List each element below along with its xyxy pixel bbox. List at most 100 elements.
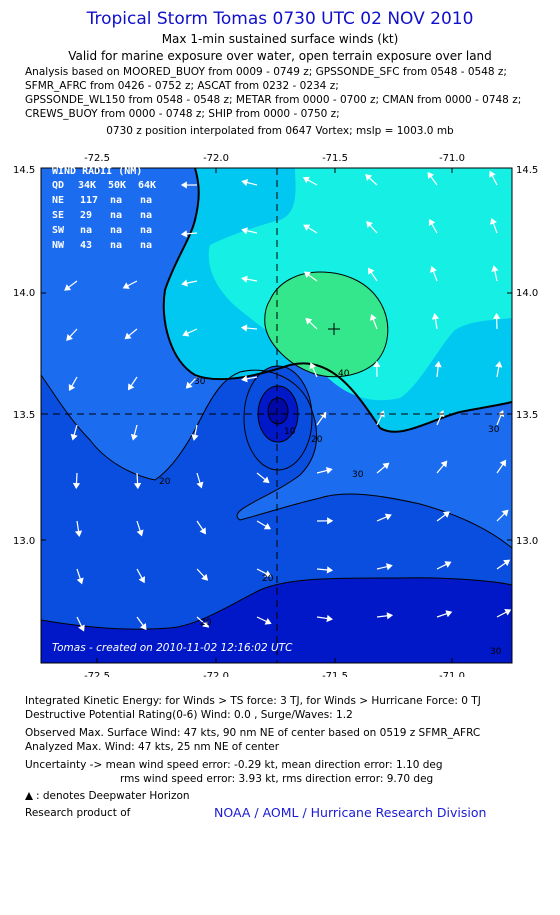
wind-arrow-head	[326, 566, 334, 574]
wind-arrow-head	[442, 511, 450, 518]
wind-arrow-head	[303, 271, 311, 279]
wind-radii-header-34k: 34K	[78, 180, 96, 191]
wind-arrow-head	[501, 509, 509, 517]
wind-arrow-head	[76, 577, 84, 585]
contour-label-30-south: 30	[352, 470, 364, 480]
wind-arrow-head	[326, 614, 333, 623]
wind-radii-table: WIND RADII (NM) QD 34K 50K 64K NE 117 na…	[52, 166, 156, 251]
wind-radii-header-50k: 50K	[108, 180, 126, 191]
wind-arrow-head	[72, 482, 81, 490]
wind-arrow-head	[241, 275, 248, 283]
contour-label-10: 10	[284, 427, 296, 437]
lon-tick-bottom-3: -71.5	[322, 671, 348, 677]
wind-arrow-head	[493, 312, 501, 320]
wind-arrow-head	[264, 570, 272, 577]
analysis-line-3: GPSSONDE_WL150 from 0548 - 0548 z; METAR…	[25, 94, 522, 106]
eye-shade-core	[268, 398, 288, 424]
uncertainty-line-2: rms wind speed error: 3.93 kt, rms direc…	[120, 773, 434, 785]
wind-arrow-head	[68, 383, 76, 392]
wind-arrow-head	[434, 360, 442, 368]
wind-arrow-head	[264, 618, 272, 625]
shade-above-60kt	[264, 272, 388, 377]
wind-arrow-head	[262, 476, 270, 484]
lon-tick-bottom-1: -72.5	[84, 671, 110, 677]
wind-arrow-head	[199, 527, 206, 535]
wind-arrow-head	[122, 282, 130, 289]
lon-tick-top-3: -71.5	[322, 153, 348, 164]
wind-arrow-head	[495, 361, 503, 368]
dpr-line: Destructive Potential Rating(0-6) Wind: …	[25, 709, 353, 721]
map-title: Tropical Storm Tomas 0730 UTC 02 NOV 201…	[86, 9, 474, 29]
lon-tick-bottom-4: -71.0	[439, 671, 465, 677]
wind-arrow-head	[74, 530, 83, 537]
contour-label-30-west: 30	[194, 377, 206, 387]
uncertainty-line-1: Uncertainty -> mean wind speed error: -0…	[25, 759, 443, 771]
lon-tick-top-2: -72.0	[203, 153, 229, 164]
wind-arrow-head	[241, 375, 248, 383]
wind-radii-ne-label: NE	[52, 195, 64, 206]
wind-arrow-head	[490, 217, 497, 225]
wind-arrow-head	[139, 623, 147, 631]
wind-radii-header-64k: 64K	[138, 180, 156, 191]
wind-radii-sw-64: na	[140, 225, 152, 236]
wind-radii-ne-34: 117	[80, 195, 98, 206]
wind-arrow-head	[367, 267, 375, 275]
wind-radii-sw-34: na	[80, 225, 92, 236]
wind-radii-header-qd: QD	[52, 180, 64, 191]
wind-arrow-head	[302, 176, 310, 184]
wind-arrow-head	[240, 324, 248, 332]
wind-arrow-head	[386, 612, 394, 620]
deepwater-legend: : denotes Deepwater Horizon	[25, 790, 190, 802]
contour-label-40: 40	[338, 369, 350, 379]
wind-radii-ne-64: na	[140, 195, 152, 206]
contour-label-20-east: 30	[490, 647, 502, 657]
wind-arrow-head	[491, 265, 499, 272]
wind-radii-nw-34: 43	[80, 240, 92, 251]
deepwater-legend-text: : denotes Deepwater Horizon	[36, 790, 190, 802]
lat-tick-left-3: 13.5	[13, 410, 35, 421]
wind-arrow-head	[263, 522, 271, 530]
wind-map: 30 30 40 10 20 30 20 20 30 20 -72.5 -72.…	[13, 153, 538, 677]
wind-arrow-head	[444, 561, 452, 568]
wind-arrow-head	[133, 482, 142, 490]
wind-arrow-head	[384, 513, 392, 521]
axis-labels: -72.5 -72.0 -71.5 -71.0 -72.5 -72.0 -71.…	[84, 153, 465, 677]
contour-labels: 30 30 40 10 20 30 20 20 30 20	[159, 369, 502, 657]
wind-radii-sw-50: na	[110, 225, 122, 236]
wind-arrow-head	[191, 434, 199, 441]
noaa-aoml-link[interactable]: NOAA / AOML / Hurricane Research Divisio…	[214, 805, 487, 820]
wind-arrow-head	[66, 334, 73, 341]
lat-tick-right-2: 14.0	[516, 288, 538, 299]
lat-tick-left-2: 14.0	[13, 288, 35, 299]
wind-arrow-head	[202, 620, 210, 628]
wind-arrow-head	[366, 220, 373, 228]
tick-marks	[41, 168, 512, 663]
contour-label-20-west: 20	[159, 477, 171, 487]
wind-arrow-head	[430, 265, 437, 273]
contour-label-20-south: 20	[262, 574, 274, 584]
wind-arrow-head	[504, 609, 512, 616]
wind-radii-sw-label: SW	[52, 225, 65, 236]
wind-arrow-head	[241, 179, 249, 187]
wind-arrow-head	[127, 383, 135, 391]
wind-arrow-head	[130, 433, 138, 441]
lon-tick-top-4: -71.0	[439, 153, 465, 164]
analysis-line-2: SFMR_AFRC from 0426 - 0752 z; ASCAT from…	[25, 80, 339, 92]
wind-arrow-head	[503, 559, 511, 567]
wind-arrow-head	[78, 624, 85, 632]
lat-tick-right-1: 14.5	[516, 165, 538, 176]
map-frame	[40, 167, 513, 664]
map-credit: Tomas - created on 2010-11-02 12:16:02 U…	[52, 642, 293, 654]
analysis-line-1: Analysis based on MOORED_BUOY from 0009 …	[25, 66, 507, 78]
wind-arrow-head	[428, 218, 436, 226]
deepwater-horizon-icon	[25, 792, 33, 800]
wind-arrow-head	[303, 224, 311, 231]
map-subtitle-exposure: Valid for marine exposure over water, op…	[68, 49, 492, 63]
wind-arrow-head	[180, 230, 188, 238]
wind-arrow-head	[327, 517, 334, 525]
wind-arrow-head	[305, 317, 313, 325]
wind-arrow-head	[70, 433, 78, 441]
map-subtitle-winds: Max 1-min sustained surface winds (kt)	[161, 32, 399, 46]
wind-arrow-head	[138, 576, 146, 584]
wind-radii-title: WIND RADII (NM)	[52, 166, 142, 177]
